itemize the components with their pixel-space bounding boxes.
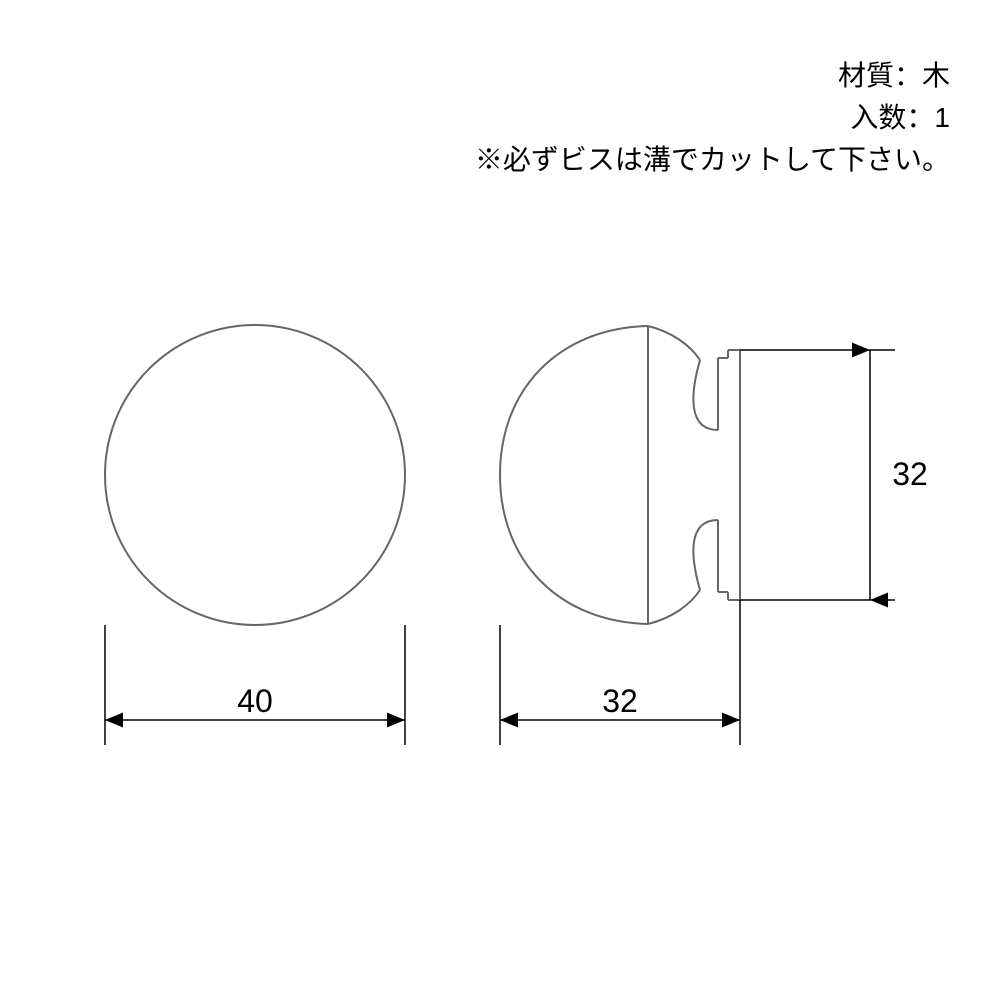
technical-drawing: 40 — [0, 0, 1000, 1000]
dim-front-diameter-label: 40 — [237, 683, 273, 719]
drawing-canvas: 材質：木 入数：1 ※必ずビスは溝でカットして下さい。 40 — [0, 0, 1000, 1000]
dim-depth-label: 32 — [602, 683, 638, 719]
front-view-circle — [105, 325, 405, 625]
side-view-profile — [500, 326, 740, 624]
dim-base-diameter-label: 32 — [892, 456, 928, 492]
